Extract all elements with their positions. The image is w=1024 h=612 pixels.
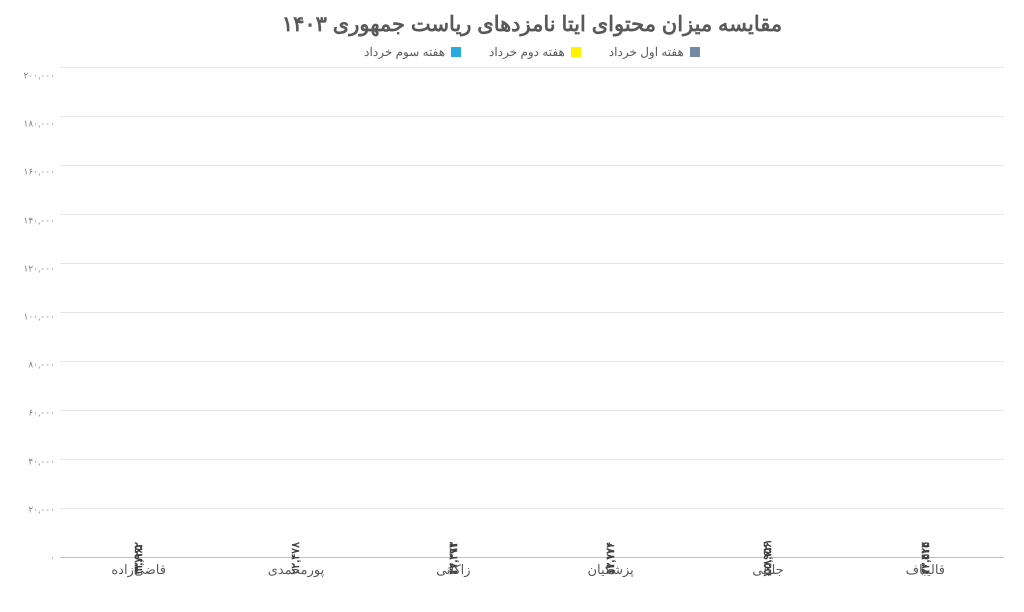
legend-item-week3: هفته سوم خرداد xyxy=(364,45,461,59)
legend-swatch-week1 xyxy=(690,47,700,57)
y-tick: ۱۴۰,۰۰۰ xyxy=(5,216,55,225)
plot-area: ۰۲۰,۰۰۰۴۰,۰۰۰۶۰,۰۰۰۸۰,۰۰۰۱۰۰,۰۰۰۱۲۰,۰۰۰۱… xyxy=(60,67,1004,582)
chart-container: مقایسه میزان محتوای ایتا نامزدهای ریاست … xyxy=(0,0,1024,612)
legend-label-week3: هفته سوم خرداد xyxy=(364,45,445,59)
y-tick: ۶۰,۰۰۰ xyxy=(5,409,55,418)
bar-groups: ۹,۴۸۳۳۳,۴۲۵۷۰,۵۱۲۱۵,۵۰۶۵۵,۹۵۶۱۰۸,۶۲۱۲,۵۵… xyxy=(60,67,1004,558)
y-tick: ۱۸۰,۰۰۰ xyxy=(5,120,55,129)
x-axis-label: قالیباف xyxy=(883,562,967,578)
plot: ۹,۴۸۳۳۳,۴۲۵۷۰,۵۱۲۱۵,۵۰۶۵۵,۹۵۶۱۰۸,۶۲۱۲,۵۵… xyxy=(60,67,1004,558)
legend-label-week2: هفته دوم خرداد xyxy=(489,45,565,59)
legend-label-week1: هفته اول خرداد xyxy=(609,45,684,59)
legend-swatch-week2 xyxy=(571,47,581,57)
x-axis-label: جلیلی xyxy=(726,562,810,578)
x-axis-labels: قالیباف جلیلی پزشکیان زاکانی پورمحمدی قاضی‌زا… xyxy=(60,558,1004,582)
y-tick: ۸۰,۰۰۰ xyxy=(5,361,55,370)
y-tick: ۱۲۰,۰۰۰ xyxy=(5,264,55,273)
legend-item-week2: هفته دوم خرداد xyxy=(489,45,581,59)
y-tick: ۴۰,۰۰۰ xyxy=(5,457,55,466)
legend-swatch-week3 xyxy=(451,47,461,57)
chart-title: مقایسه میزان محتوای ایتا نامزدهای ریاست … xyxy=(60,12,1004,37)
y-tick: ۰ xyxy=(5,553,55,562)
chart-legend: هفته اول خرداد هفته دوم خرداد هفته سوم خ… xyxy=(60,45,1004,59)
y-tick: ۲۰۰,۰۰۰ xyxy=(5,72,55,81)
y-tick: ۱۶۰,۰۰۰ xyxy=(5,168,55,177)
x-axis-label: پورمحمدی xyxy=(254,562,338,578)
y-tick: ۲۰,۰۰۰ xyxy=(5,505,55,514)
x-axis-label: قاضی‌زاده xyxy=(97,562,181,578)
legend-item-week1: هفته اول خرداد xyxy=(609,45,700,59)
x-axis-label: پزشکیان xyxy=(569,562,653,578)
x-axis-label: زاکانی xyxy=(411,562,495,578)
y-axis-ticks: ۰۲۰,۰۰۰۴۰,۰۰۰۶۰,۰۰۰۸۰,۰۰۰۱۰۰,۰۰۰۱۲۰,۰۰۰۱… xyxy=(5,67,55,558)
y-tick: ۱۰۰,۰۰۰ xyxy=(5,312,55,321)
